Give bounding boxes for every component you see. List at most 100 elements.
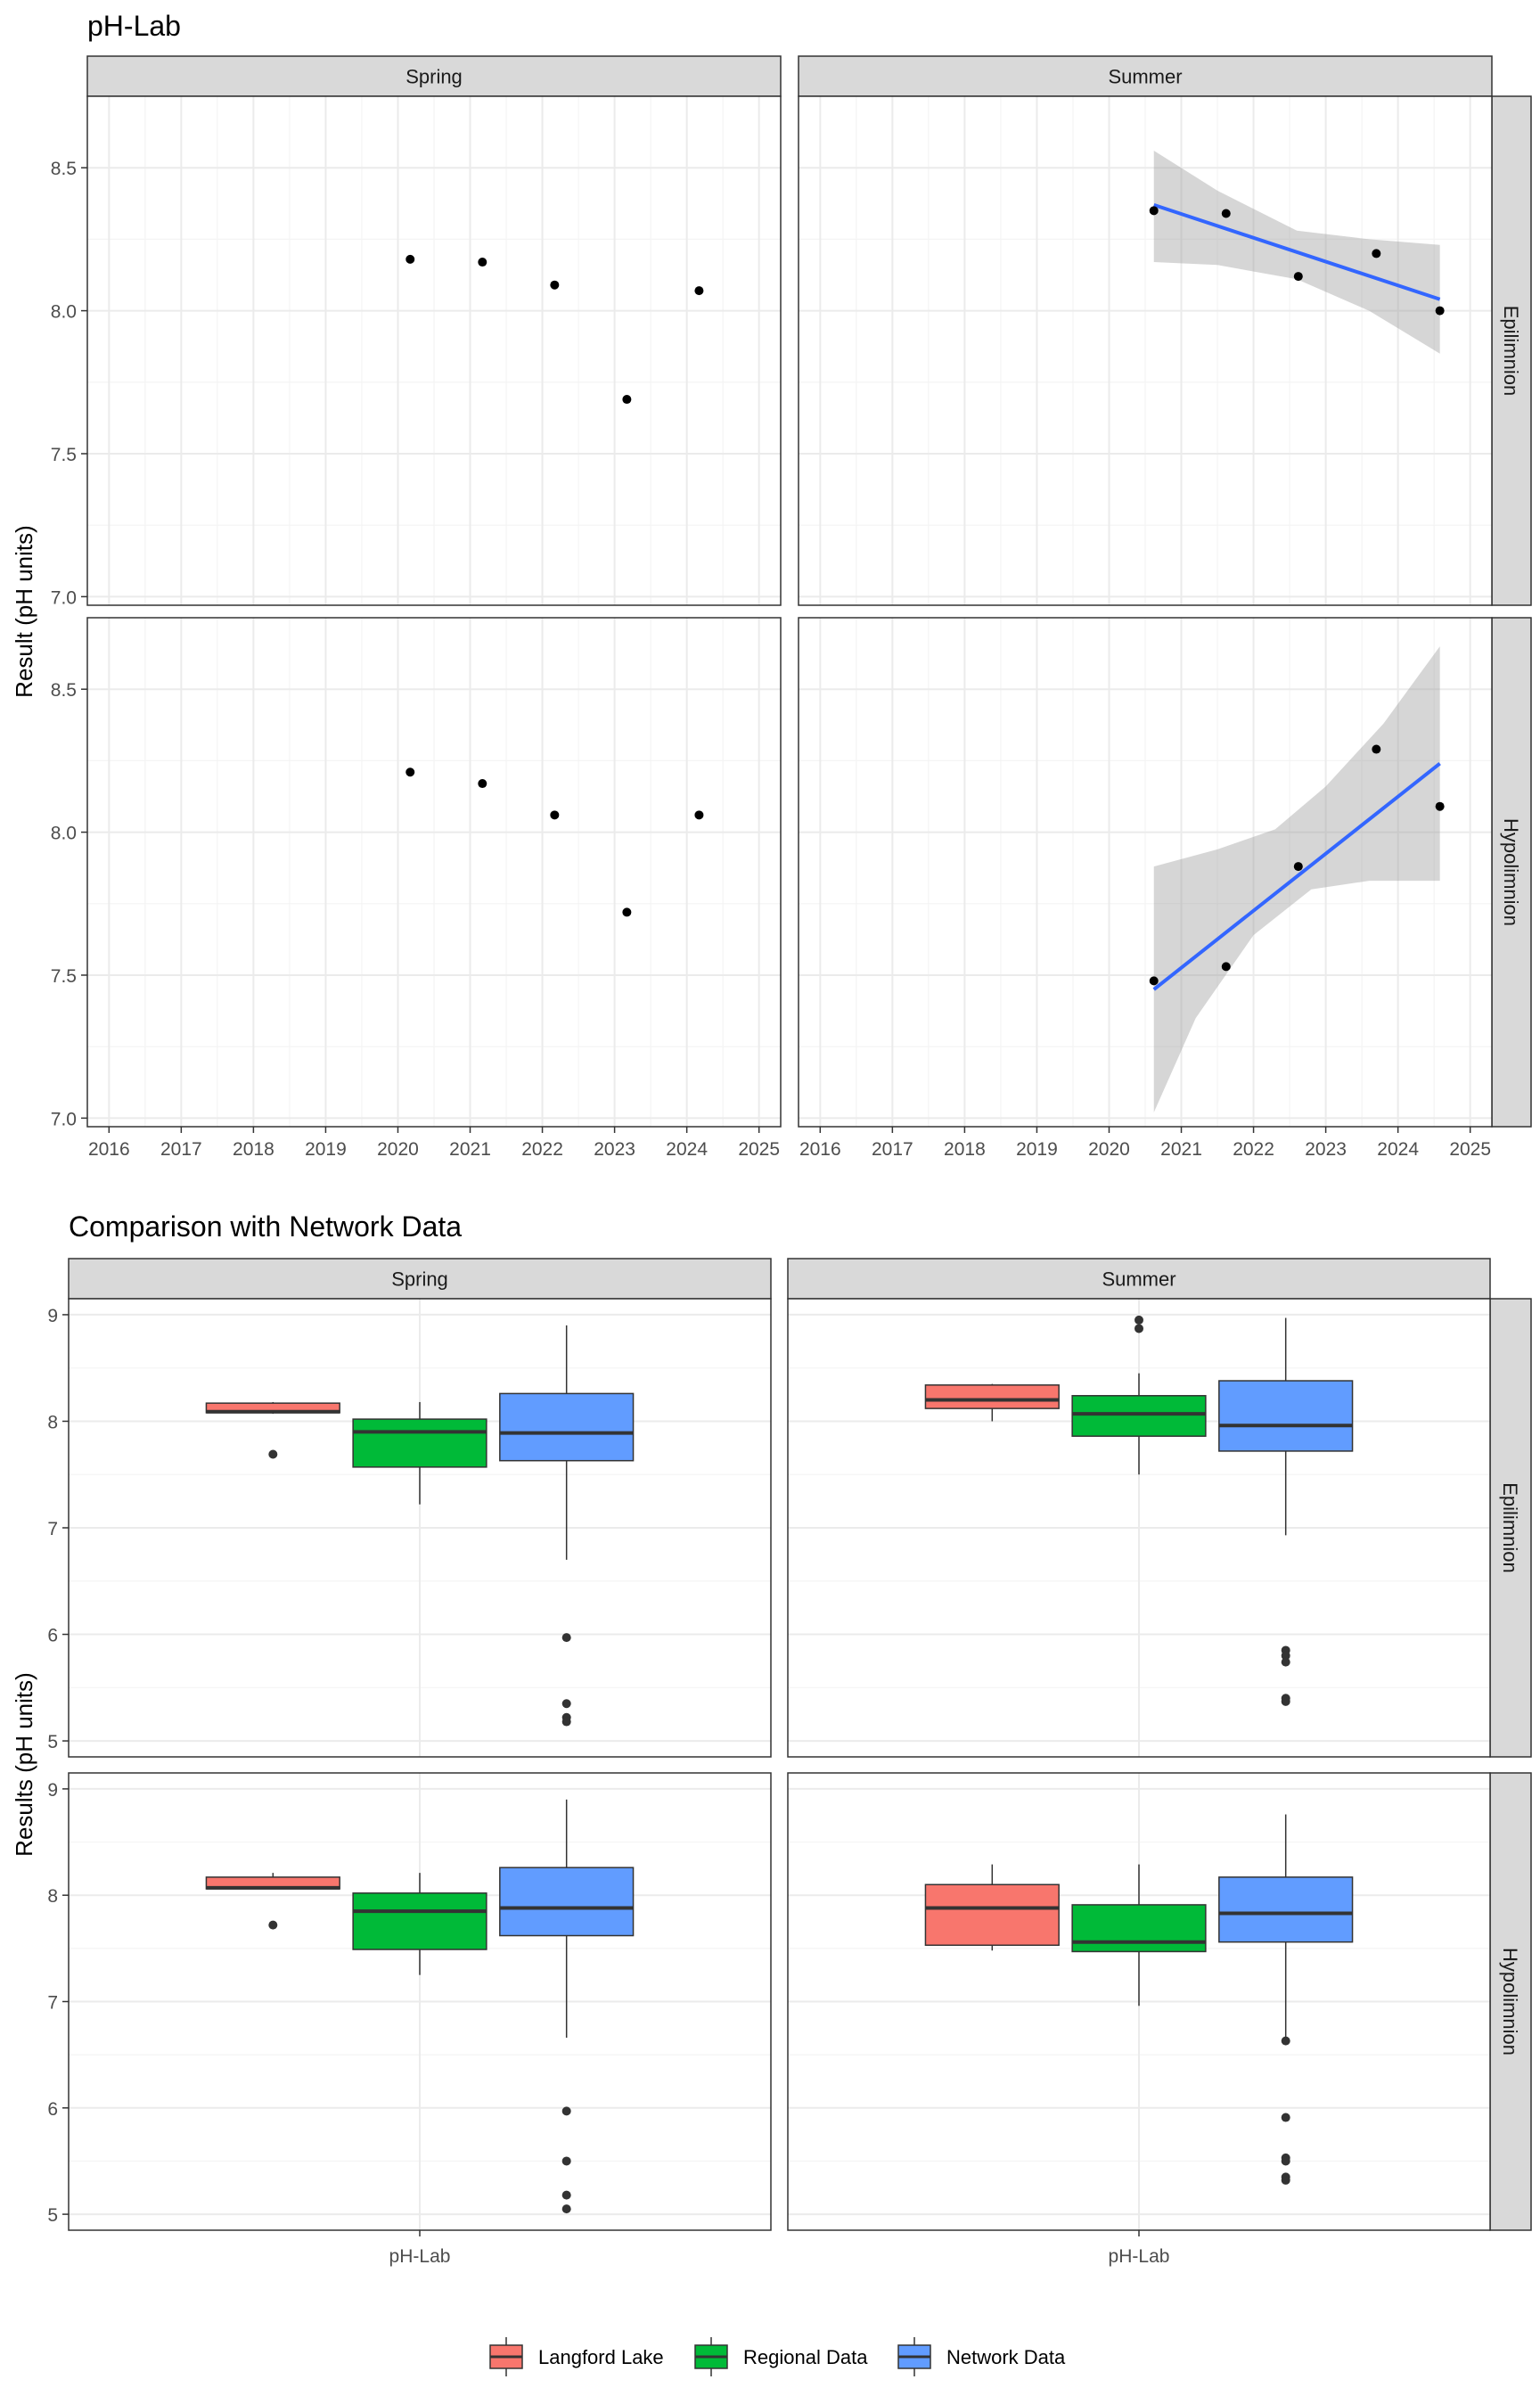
y-tick-label: 8.0 — [51, 824, 77, 844]
y-tick-label: 6 — [47, 1626, 58, 1646]
data-point — [405, 254, 415, 264]
x-tick-label: 2024 — [1377, 1139, 1419, 1160]
outlier-point — [1281, 2113, 1290, 2122]
data-point — [1293, 272, 1303, 282]
box-body — [924, 1883, 1060, 1947]
box-regional-data — [1071, 1315, 1207, 1475]
facet-strip-label: Hypolimnion — [1499, 1948, 1521, 2055]
y-tick-label: 5 — [47, 2205, 58, 2226]
x-tick-label: 2020 — [1088, 1139, 1130, 1160]
facet-strip-label: Summer — [1102, 1268, 1175, 1291]
outlier-point — [1135, 1324, 1143, 1333]
facet-strip-column — [798, 55, 1493, 97]
outlier-point — [1281, 2036, 1290, 2046]
outlier-point — [561, 1717, 571, 1727]
facet-strip-row — [1491, 95, 1532, 606]
box-regional-data — [352, 1873, 487, 1975]
y-tick-label: 8.5 — [51, 680, 77, 701]
x-tick-label: 2018 — [233, 1139, 274, 1160]
outlier-point — [1281, 2156, 1290, 2166]
box-body — [352, 1418, 487, 1468]
facet-strip-column — [86, 55, 782, 97]
legend: Langford Lake Regional Data Network Data — [489, 2337, 1066, 2376]
box-body — [1071, 1904, 1207, 1953]
outlier-point — [561, 2106, 571, 2116]
box-network-data — [499, 1799, 635, 2214]
chart-ph-lab: pH-Lab Result (pH units) Spring Summer Epili… — [11, 10, 1532, 1160]
x-tick-label: 2021 — [1160, 1139, 1202, 1160]
x-tick-label: 2018 — [944, 1139, 986, 1160]
box-langford-lake — [924, 1864, 1060, 1951]
panel-border — [787, 1298, 1491, 1758]
outlier-point — [561, 2156, 571, 2166]
data-point — [550, 280, 560, 290]
box-langford-lake — [205, 1401, 340, 1459]
outlier-point — [1281, 1651, 1290, 1661]
panel-summer-epilimnion — [798, 95, 1493, 606]
chart-title: pH-Lab — [87, 10, 181, 42]
data-point — [1372, 249, 1381, 258]
y-axis-label: Result (pH units) — [11, 525, 37, 698]
panel-border — [798, 95, 1493, 606]
facet-strip-label: Summer — [1108, 66, 1182, 88]
data-point — [1435, 801, 1445, 811]
data-point — [1293, 862, 1303, 872]
box-body — [1218, 1380, 1354, 1452]
data-point — [405, 767, 415, 777]
chart-comparison: Comparison with Network Data Results (pH … — [11, 1210, 1532, 2376]
y-tick-label: 7 — [47, 1993, 58, 2014]
facet-strip-label: Hypolimnion — [1500, 818, 1522, 926]
outlier-point — [1281, 1696, 1290, 1706]
box-body — [352, 1892, 487, 1950]
x-tick-label: 2023 — [1305, 1139, 1347, 1160]
box-langford-lake — [205, 1873, 340, 1930]
x-tick-label: 2019 — [305, 1139, 347, 1160]
box-body — [1071, 1395, 1207, 1437]
outlier-point — [561, 2190, 571, 2200]
x-tick-label: 2022 — [521, 1139, 563, 1160]
facet-strip-column — [68, 1258, 772, 1300]
data-point — [1149, 976, 1159, 986]
outlier-point — [561, 1699, 571, 1709]
box-network-data — [499, 1325, 635, 1727]
x-tick-label: pH-Lab — [1109, 2246, 1170, 2267]
outlier-point — [1281, 2175, 1290, 2185]
y-tick-label: 7.0 — [51, 587, 77, 608]
data-point — [478, 258, 487, 267]
x-tick-label: 2022 — [1233, 1139, 1274, 1160]
outlier-point — [1135, 1315, 1143, 1325]
y-tick-label: 7.5 — [51, 966, 77, 987]
box-langford-lake — [924, 1383, 1060, 1422]
data-point — [1221, 209, 1231, 218]
legend-item: Langford Lake — [489, 2337, 664, 2376]
x-tick-label: 2017 — [160, 1139, 202, 1160]
chart-title: Comparison with Network Data — [69, 1210, 462, 1243]
panel-border — [798, 617, 1493, 1128]
panel-spring-epilimnion — [86, 95, 782, 606]
y-tick-label: 7.0 — [51, 1109, 77, 1129]
box-regional-data — [1071, 1864, 1207, 2006]
data-point — [1372, 744, 1381, 754]
y-tick-label: 8 — [47, 1886, 58, 1907]
x-tick-label: 2016 — [88, 1139, 130, 1160]
facet-strip-label: Spring — [405, 66, 463, 88]
box-body — [499, 1867, 635, 1937]
x-tick-label: pH-Lab — [389, 2246, 451, 2267]
panel-border — [86, 95, 782, 606]
legend-label: Regional Data — [743, 2346, 868, 2368]
data-point — [550, 810, 560, 820]
legend-item: Regional Data — [694, 2337, 868, 2376]
y-tick-label: 8.5 — [51, 159, 77, 179]
y-tick-label: 7 — [47, 1519, 58, 1539]
y-tick-label: 8.0 — [51, 302, 77, 323]
y-tick-label: 6 — [47, 2099, 58, 2120]
data-point — [622, 395, 632, 405]
panel-border — [86, 617, 782, 1128]
data-point — [1435, 306, 1445, 316]
box-body — [1218, 1876, 1354, 1943]
box-body — [499, 1392, 635, 1462]
x-tick-label: 2025 — [1449, 1139, 1491, 1160]
panel-summer-epilimnion — [787, 1298, 1491, 1758]
y-tick-label: 5 — [47, 1732, 58, 1752]
legend-label: Langford Lake — [538, 2346, 664, 2368]
